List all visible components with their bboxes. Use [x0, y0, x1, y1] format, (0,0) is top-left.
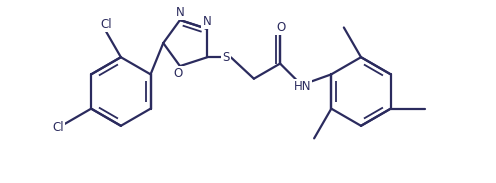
Text: O: O [276, 21, 286, 34]
Text: O: O [173, 67, 183, 80]
Text: HN: HN [294, 81, 311, 94]
Text: N: N [203, 15, 211, 28]
Text: N: N [176, 6, 185, 19]
Text: Cl: Cl [100, 18, 112, 31]
Text: S: S [222, 51, 230, 64]
Text: Cl: Cl [53, 121, 64, 134]
